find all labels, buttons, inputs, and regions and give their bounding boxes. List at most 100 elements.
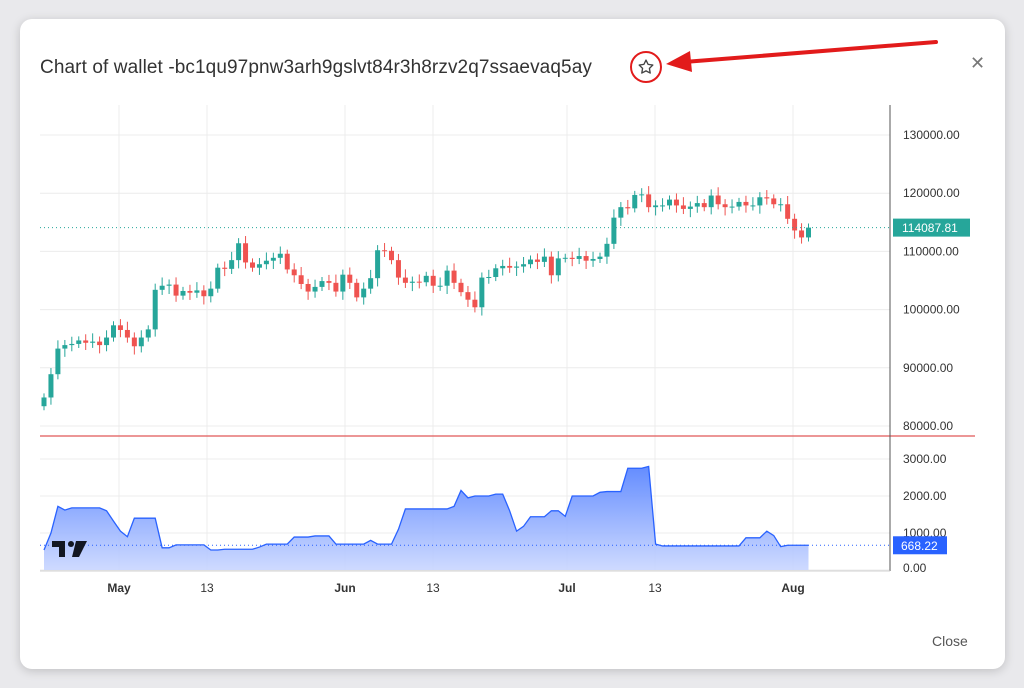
volume-line	[43, 465, 809, 551]
candle-body	[117, 325, 123, 330]
candle-body	[444, 270, 450, 286]
candle-body	[41, 397, 47, 407]
close-button[interactable]: Close	[932, 633, 968, 649]
candle-body	[722, 204, 728, 208]
candle-body	[389, 250, 394, 261]
volume-tick-label: 3000.00	[903, 452, 947, 466]
candle-body	[340, 274, 346, 292]
tradingview-logo[interactable]	[52, 541, 87, 557]
candle-body	[590, 258, 596, 261]
price-tick-label: 130000.00	[903, 128, 960, 142]
candle-body	[361, 288, 367, 298]
candle-body	[263, 260, 269, 265]
candle-body	[416, 281, 422, 283]
candle-body	[166, 284, 172, 286]
candle-body	[250, 262, 255, 268]
time-tick-label: Jul	[558, 581, 575, 595]
candle-body	[778, 204, 784, 206]
candle-body	[729, 206, 735, 208]
last-price-badge	[893, 218, 970, 237]
candle-body	[653, 205, 659, 208]
dialog-title: Chart of wallet -bc1qu97pnw3arh9gslvt84r…	[40, 57, 592, 78]
candle-body	[493, 268, 499, 278]
favorite-button[interactable]	[630, 51, 662, 83]
candle-body	[319, 281, 325, 287]
candle-body	[694, 203, 700, 207]
candle-body	[48, 374, 54, 398]
time-tick-label: 13	[648, 581, 662, 595]
candle-body	[159, 285, 165, 290]
candle-body	[382, 250, 388, 252]
candle-body	[215, 267, 221, 289]
candle-body	[660, 205, 666, 207]
time-tick-label: May	[107, 581, 131, 595]
candle-body	[555, 258, 561, 276]
time-tick-label: Aug	[781, 581, 804, 595]
candle-body	[743, 201, 749, 206]
candle-body	[256, 264, 262, 268]
candle-body	[423, 275, 429, 283]
candle-body	[354, 282, 360, 298]
candle-body	[402, 277, 408, 283]
candle-body	[111, 325, 116, 338]
candle-body	[208, 288, 214, 297]
candle-body	[611, 217, 617, 244]
candle-body	[708, 195, 714, 208]
candle-body	[375, 250, 381, 279]
time-tick-label: 13	[200, 581, 214, 595]
candle-body	[736, 201, 742, 207]
candle-body	[83, 340, 89, 343]
candle-body	[305, 283, 311, 292]
candle-body	[138, 337, 144, 347]
candle-body	[236, 243, 242, 261]
candle-body	[347, 274, 353, 283]
price-tick-label: 120000.00	[903, 186, 960, 200]
candle-body	[785, 204, 791, 219]
star-outline-icon	[638, 59, 654, 74]
candle-body	[465, 292, 471, 300]
candle-body	[409, 281, 415, 283]
candle-body	[673, 199, 679, 206]
candle-body	[667, 199, 672, 206]
candle-body	[124, 329, 130, 338]
candle-body	[76, 340, 82, 344]
candle-body	[291, 269, 297, 276]
price-tick-label: 80000.00	[903, 419, 953, 433]
candle-body	[806, 227, 811, 238]
candle-body	[687, 206, 693, 209]
candle-body	[284, 253, 290, 270]
candle-body	[298, 275, 304, 284]
candle-body	[69, 343, 75, 346]
candle-body	[277, 253, 283, 258]
candle-body	[583, 256, 589, 261]
candle-body	[472, 299, 478, 308]
time-tick-label: Jun	[334, 581, 355, 595]
candle-body	[458, 282, 464, 293]
candle-body	[430, 275, 436, 286]
candle-body	[479, 277, 485, 308]
candle-body	[521, 264, 527, 267]
volume-tick-label: 0.00	[903, 561, 927, 575]
candle-body	[569, 257, 575, 259]
candle-body	[618, 207, 624, 218]
volume-tick-label: 2000.00	[903, 489, 947, 503]
candle-body	[62, 345, 68, 349]
candle-body	[55, 348, 61, 375]
volume-area	[44, 466, 809, 570]
candle-body	[528, 259, 533, 265]
candle-body	[145, 329, 151, 338]
candle-body	[312, 286, 318, 292]
price-tick-label: 100000.00	[903, 303, 960, 317]
candle-body	[243, 243, 249, 263]
candle-body	[201, 290, 207, 297]
candle-body	[562, 257, 568, 259]
candle-body	[750, 205, 756, 207]
candle-body	[368, 278, 374, 289]
candle-body	[395, 260, 401, 278]
candle-body	[451, 270, 457, 283]
candle-body	[799, 230, 805, 238]
candle-body	[222, 267, 228, 269]
close-x-icon[interactable]: ✕	[970, 53, 986, 73]
candle-body	[632, 194, 638, 209]
